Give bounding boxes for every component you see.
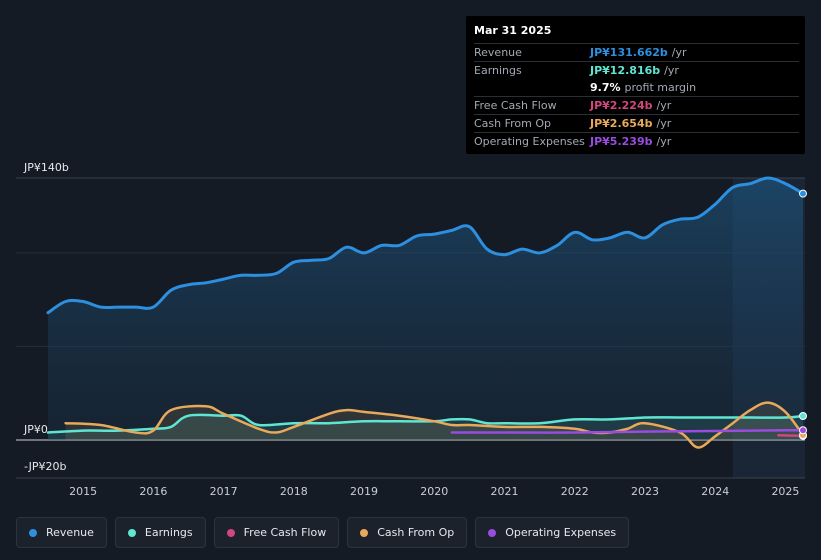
earnings-area: [48, 414, 803, 440]
y-axis-top-label: JP¥140b: [23, 161, 69, 174]
legend-item-free-cash-flow[interactable]: Free Cash Flow: [213, 517, 340, 548]
legend-dot-icon: [29, 528, 37, 537]
x-tick-label: 2022: [561, 485, 589, 498]
x-tick-label: 2017: [210, 485, 238, 498]
y-axis-bottom-label: -JP¥20b: [24, 460, 66, 473]
legend-item-operating-expenses[interactable]: Operating Expenses: [475, 517, 630, 548]
tooltip-row-free-cash-flow: Free Cash Flow JP¥2.224b /yr: [474, 96, 799, 114]
legend-label: Revenue: [46, 526, 94, 539]
tooltip-value: JP¥12.816b: [590, 64, 661, 77]
legend-label: Cash From Op: [377, 526, 455, 539]
legend-label: Operating Expenses: [505, 526, 617, 539]
legend-item-cash-from-op[interactable]: Cash From Op: [347, 517, 468, 548]
tooltip-label: Revenue: [474, 46, 522, 59]
tooltip-value: JP¥2.654b: [590, 117, 653, 130]
x-tick-label: 2023: [631, 485, 659, 498]
legend-dot-icon: [226, 528, 235, 537]
cash-from-op-area: [65, 402, 804, 448]
legend-dot-icon: [127, 528, 136, 537]
x-tick-label: 2019: [350, 485, 378, 498]
tooltip-label: Cash From Op: [474, 117, 552, 130]
legend-dot-icon: [360, 528, 369, 537]
x-tick-label: 2021: [491, 485, 519, 498]
tooltip-value: JP¥5.239b: [590, 135, 653, 148]
x-tick-label: 2015: [69, 485, 97, 498]
x-tick-label: 2020: [420, 485, 448, 498]
legend: Revenue Earnings Free Cash Flow Cash Fro…: [16, 517, 630, 548]
revenue-end-point: [799, 189, 807, 198]
tooltip-date: Mar 31 2025: [474, 24, 552, 37]
legend-item-earnings[interactable]: Earnings: [114, 517, 206, 548]
legend-label: Earnings: [144, 526, 193, 539]
tooltip-label: Operating Expenses: [474, 135, 585, 148]
profit-margin-value: 9.7%: [590, 81, 621, 94]
revenue-line: [46, 176, 805, 315]
tooltip-label: Free Cash Flow: [474, 99, 557, 112]
tooltip-label: Earnings: [474, 64, 522, 77]
x-tick-label: 2024: [701, 485, 729, 498]
x-tick-label: 2016: [139, 485, 167, 498]
earnings-end-point: [799, 412, 807, 421]
y-axis-zero-label: JP¥0: [23, 423, 48, 436]
tooltip-value: JP¥131.662b: [590, 46, 668, 59]
tooltip-unit: /yr: [671, 46, 687, 59]
cash-from-op-line: [64, 401, 805, 449]
tooltip-value: JP¥2.224b: [590, 99, 653, 112]
tooltip-row-revenue: Revenue JP¥131.662b /yr: [474, 43, 799, 61]
operating-expenses-end-point: [799, 426, 807, 435]
tooltip-unit: /yr: [656, 135, 672, 148]
legend-dot-icon: [488, 528, 497, 537]
tooltip: Mar 31 2025 Revenue JP¥131.662b /yr Earn…: [466, 16, 805, 154]
legend-label: Free Cash Flow: [243, 526, 327, 539]
tooltip-unit: /yr: [656, 117, 672, 130]
tooltip-unit: /yr: [664, 64, 679, 77]
tooltip-row-profit-margin: 9.7% profit margin: [474, 79, 799, 96]
tooltip-unit: /yr: [656, 99, 672, 112]
profit-margin-text: profit margin: [624, 81, 697, 94]
operating-expenses-line: [450, 428, 805, 434]
tooltip-row-cash-from-op: Cash From Op JP¥2.654b /yr: [474, 114, 799, 132]
tooltip-row-earnings: Earnings JP¥12.816b /yr: [474, 61, 799, 79]
tooltip-row-operating-expenses: Operating Expenses JP¥5.239b /yr: [474, 132, 799, 150]
legend-item-revenue[interactable]: Revenue: [16, 517, 107, 548]
revenue-area: [48, 178, 803, 440]
x-tick-label: 2018: [280, 485, 308, 498]
x-tick-label: 2025: [771, 485, 799, 498]
